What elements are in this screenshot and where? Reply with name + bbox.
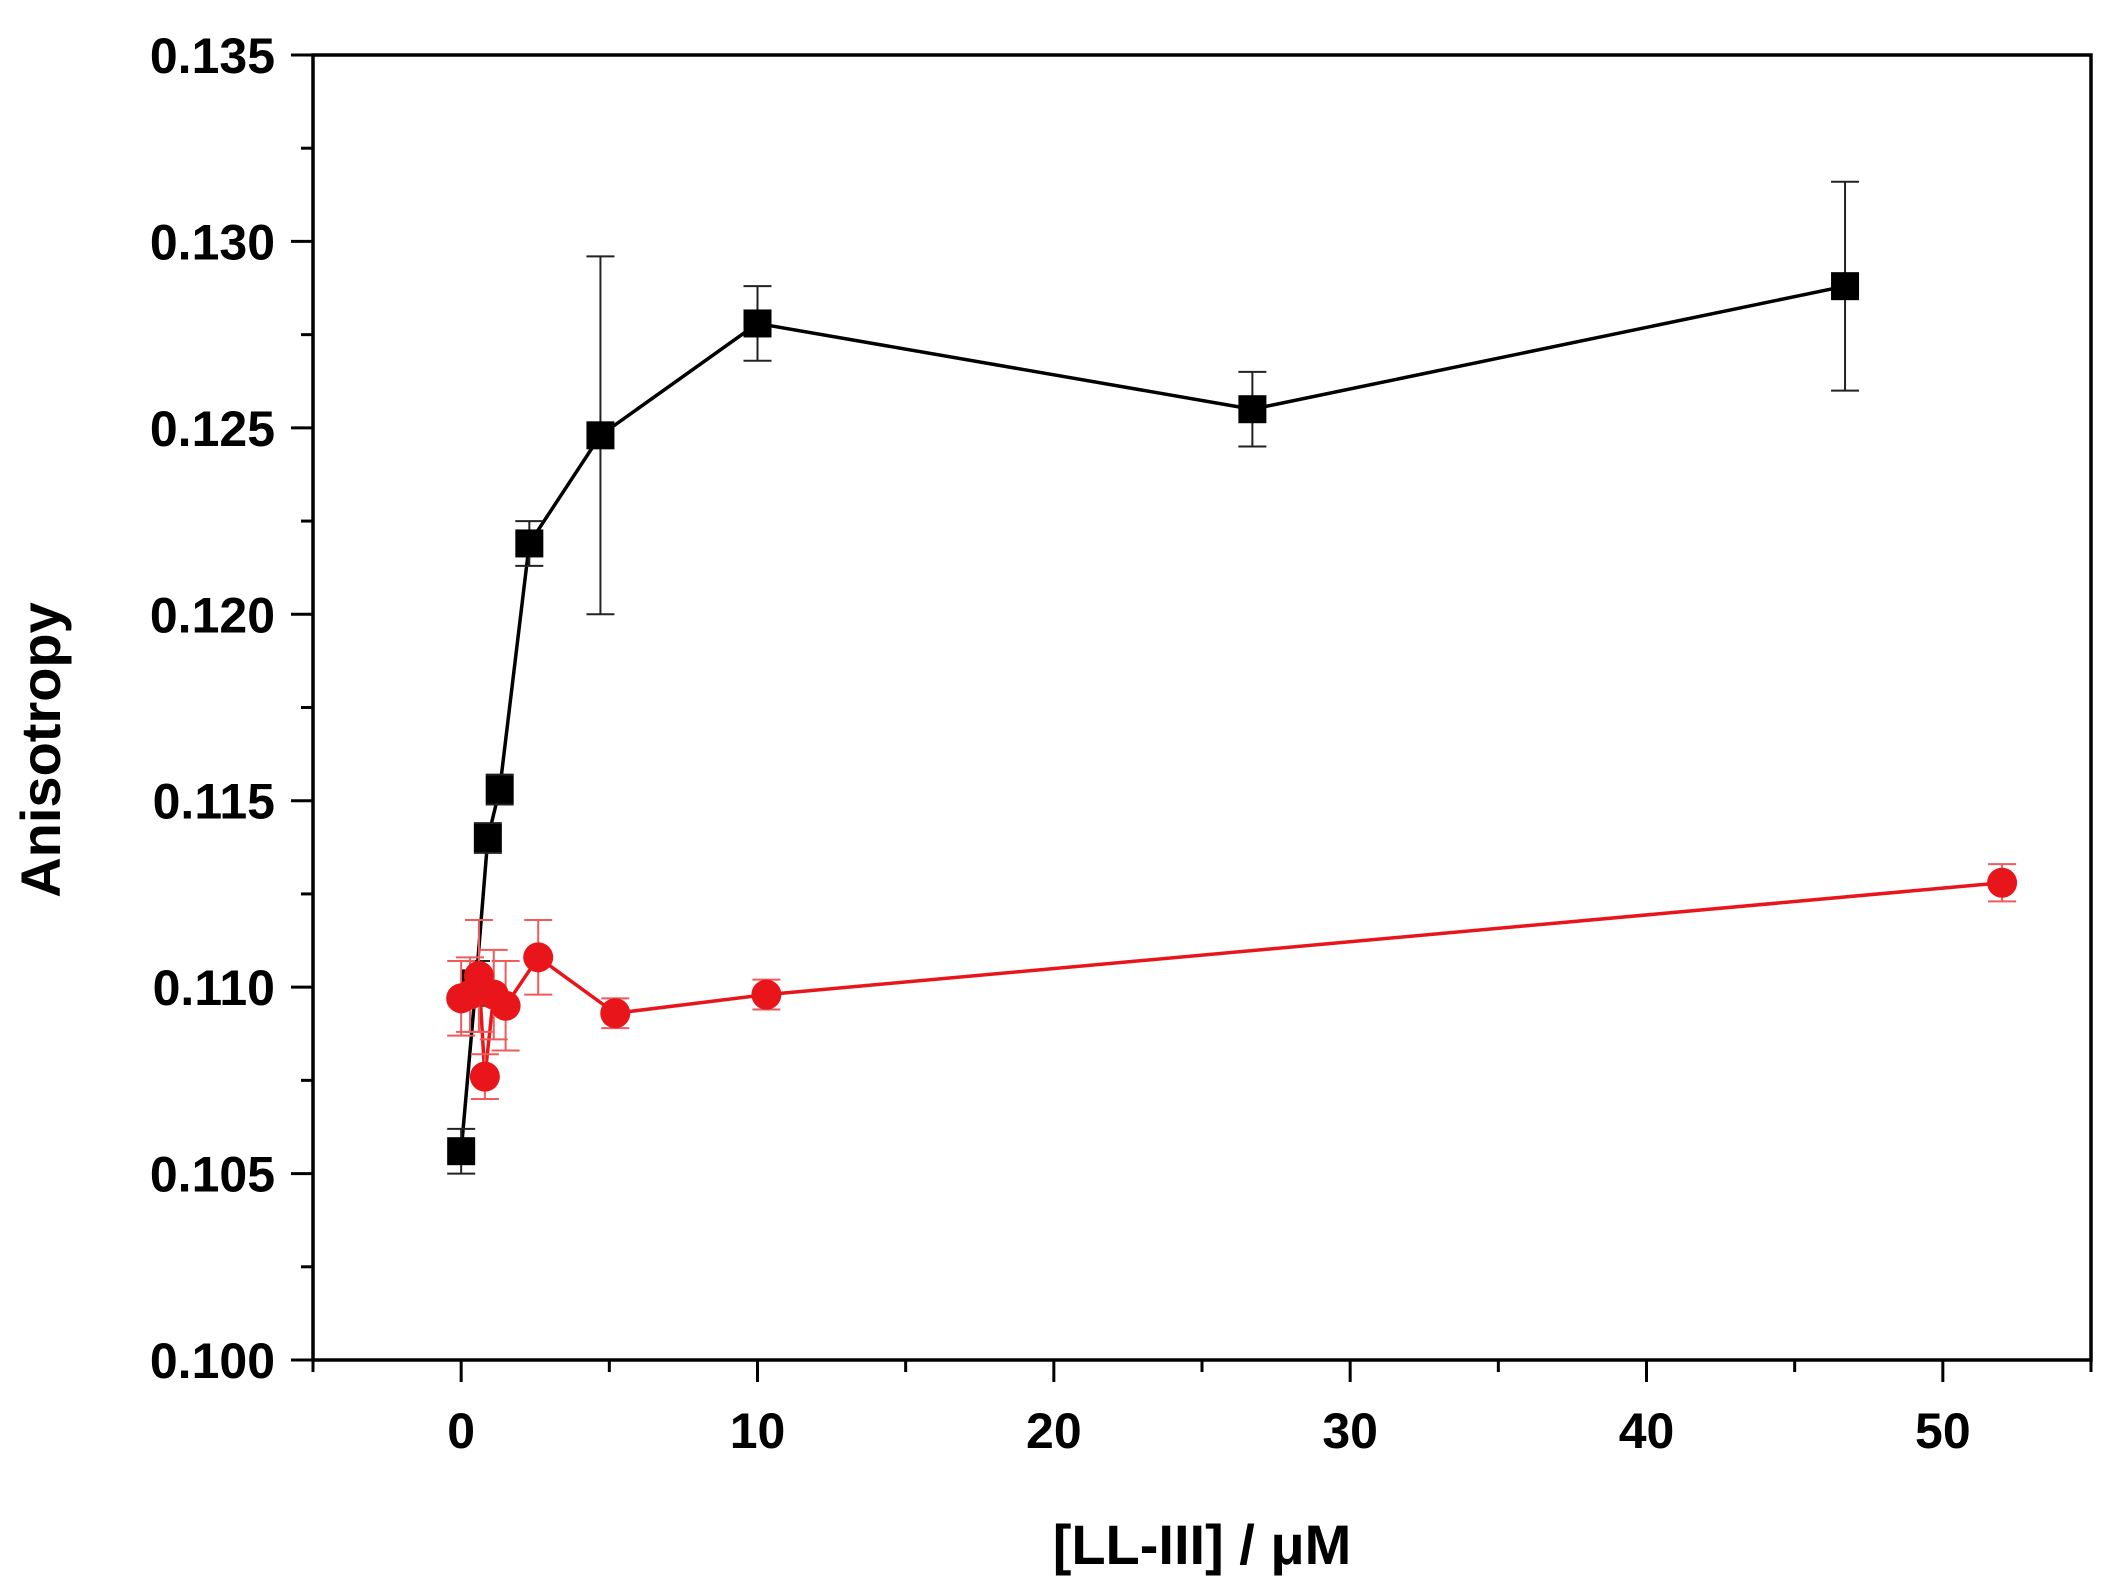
- data-point: [490, 990, 521, 1021]
- plot-layer: [446, 180, 2018, 1175]
- data-point: [1987, 867, 2018, 898]
- series-red-circles: [446, 863, 2018, 1100]
- ticks-layer: 0 10 20 30 40 50 0.100 0.105 0.110 0.115 0.120 0.12…: [150, 28, 2093, 1459]
- plot-frame: [311, 53, 2093, 1362]
- data-point: [447, 1137, 476, 1166]
- data-point: [469, 1061, 500, 1092]
- series-black-squares: [447, 180, 1860, 1175]
- labels-layer: [LL-III] / μM Anisotropy: [9, 602, 1351, 1576]
- series-line: [459, 284, 1846, 1152]
- x-tick-label: 0: [447, 1403, 475, 1459]
- x-tick-label: 40: [1619, 1403, 1675, 1459]
- data-point: [1238, 395, 1267, 424]
- y-axis-title: Anisotropy: [9, 602, 72, 898]
- y-tick-label: 0.120: [150, 587, 275, 643]
- axes-layer: [311, 53, 2093, 1362]
- y-tick-label: 0.130: [150, 214, 275, 270]
- data-point: [586, 421, 615, 450]
- x-tick-label: 10: [730, 1403, 786, 1459]
- data-point: [473, 824, 502, 852]
- y-tick-label: 0.125: [150, 401, 275, 457]
- data-point: [600, 998, 631, 1029]
- data-point: [485, 775, 514, 804]
- data-point: [743, 309, 772, 338]
- data-point: [751, 979, 782, 1010]
- data-point: [1831, 272, 1860, 301]
- series-line: [460, 880, 2003, 1079]
- y-tick-label: 0.100: [150, 1333, 275, 1389]
- data-point: [515, 529, 544, 558]
- y-tick-label: 0.115: [153, 774, 275, 830]
- y-tick-label: 0.135: [150, 28, 275, 84]
- data-point: [523, 942, 554, 973]
- x-tick-label: 20: [1026, 1403, 1082, 1459]
- y-tick-label: 0.110: [153, 960, 275, 1016]
- x-tick-label: 50: [1915, 1403, 1971, 1459]
- x-axis-title: [LL-III] / μM: [1053, 1513, 1352, 1576]
- x-tick-label: 30: [1322, 1403, 1378, 1459]
- y-tick-label: 0.105: [150, 1147, 275, 1203]
